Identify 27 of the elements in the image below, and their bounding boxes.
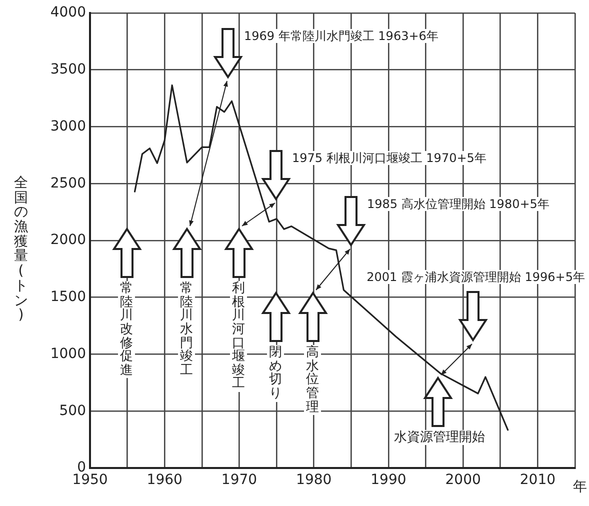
annotation: 1969 年常陸川水門竣工 1963+6年 <box>242 29 440 43</box>
y-tick-label: 500 <box>59 402 86 419</box>
x-tick-label: 1970 <box>221 472 258 488</box>
y-tick-label: 4000 <box>50 4 86 21</box>
y-tick-label: 2500 <box>50 175 86 192</box>
x-tick-label: 2000 <box>445 472 481 488</box>
x-axis-title: 年 <box>571 479 589 495</box>
x-tick-label: 1980 <box>296 472 332 488</box>
x-tick-label: 1950 <box>72 472 108 488</box>
x-tick-label: 1960 <box>146 472 182 488</box>
y-tick-label: 3000 <box>50 118 86 134</box>
annotation: 利根川河口堰竣工 <box>232 281 245 392</box>
annotation: 1975 利根川河口堰竣工 1970+5年 <box>290 151 488 165</box>
y-tick-label: 1500 <box>50 289 86 306</box>
x-tick-label: 2010 <box>520 472 556 488</box>
x-tick-label: 1990 <box>370 472 406 488</box>
annotation: 水資源管理開始 <box>392 430 487 445</box>
annotation: 1985 高水位管理開始 1980+5年 <box>365 197 552 211</box>
annotation: 閉め切り <box>269 345 282 401</box>
annotation: 高水位管理 <box>306 345 319 415</box>
annotation: 常陸川水門竣工 <box>180 281 193 378</box>
y-tick-label: 3500 <box>50 62 86 78</box>
y-tick-label: 2000 <box>50 232 86 248</box>
text: 全国の漁獲量(トン) <box>14 175 28 324</box>
annotation: 常陸川改修促進 <box>120 281 133 378</box>
annotation: 2001 霞ヶ浦水資源管理開始 1996+5年 <box>364 270 587 284</box>
y-tick-label: 1000 <box>50 346 86 362</box>
